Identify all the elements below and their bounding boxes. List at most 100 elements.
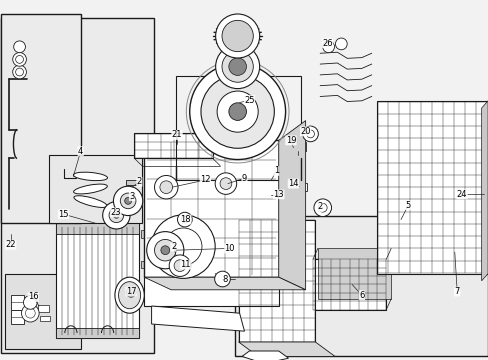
Circle shape <box>124 197 131 204</box>
Circle shape <box>228 58 246 75</box>
Bar <box>5 274 81 349</box>
Polygon shape <box>151 306 244 331</box>
Polygon shape <box>278 121 305 290</box>
Circle shape <box>220 178 231 189</box>
Text: 24: 24 <box>456 190 467 199</box>
Bar <box>11 295 24 310</box>
Text: 25: 25 <box>244 95 254 104</box>
Bar <box>312 259 386 310</box>
Bar <box>376 101 487 274</box>
Text: 2: 2 <box>317 202 322 211</box>
Ellipse shape <box>119 282 141 309</box>
Text: 18: 18 <box>180 215 191 224</box>
Bar <box>410 232 413 251</box>
Bar <box>461 232 464 251</box>
Circle shape <box>302 126 318 142</box>
Bar <box>443 232 446 251</box>
Circle shape <box>335 38 346 50</box>
Text: 2: 2 <box>171 242 176 251</box>
Text: 2: 2 <box>137 177 142 186</box>
Bar <box>107 205 126 211</box>
Bar <box>38 305 49 312</box>
Bar <box>452 232 455 251</box>
Polygon shape <box>144 277 305 290</box>
Text: 17: 17 <box>125 287 136 296</box>
Ellipse shape <box>74 196 107 207</box>
Circle shape <box>177 212 192 227</box>
Bar <box>56 223 139 234</box>
Bar <box>49 155 142 223</box>
Text: 11: 11 <box>180 260 191 269</box>
Bar <box>424 232 427 251</box>
Text: 13: 13 <box>273 190 284 199</box>
Circle shape <box>161 246 169 255</box>
Bar <box>145 220 222 274</box>
Bar <box>176 76 300 180</box>
Text: 15: 15 <box>58 210 69 219</box>
Bar <box>433 232 436 251</box>
Circle shape <box>23 296 37 309</box>
Bar <box>144 140 278 277</box>
Bar <box>277 192 289 199</box>
Circle shape <box>222 51 253 82</box>
Circle shape <box>13 65 26 79</box>
Text: 3: 3 <box>129 192 134 201</box>
Bar <box>211 261 223 268</box>
Circle shape <box>109 208 123 222</box>
Bar <box>134 133 212 158</box>
Bar <box>126 180 138 185</box>
Bar <box>475 232 478 251</box>
Text: 20: 20 <box>300 127 310 136</box>
Text: 1: 1 <box>273 166 278 175</box>
Bar <box>168 253 181 259</box>
Bar <box>1 18 154 353</box>
Circle shape <box>154 175 178 199</box>
Circle shape <box>215 45 259 89</box>
Ellipse shape <box>74 184 107 194</box>
Bar <box>419 232 423 251</box>
Polygon shape <box>481 101 487 281</box>
Text: 10: 10 <box>224 244 235 253</box>
Circle shape <box>228 103 246 120</box>
Text: 4: 4 <box>78 147 83 156</box>
Text: 16: 16 <box>28 292 39 301</box>
Bar <box>401 232 404 251</box>
Text: 14: 14 <box>287 179 298 188</box>
Text: 9: 9 <box>242 174 246 183</box>
Text: 22: 22 <box>5 240 16 249</box>
Bar <box>295 183 306 191</box>
Circle shape <box>222 21 253 51</box>
Circle shape <box>214 271 230 287</box>
Bar <box>56 328 139 338</box>
Bar <box>428 232 431 251</box>
Ellipse shape <box>115 277 144 313</box>
Bar <box>1 14 81 223</box>
Bar <box>406 232 408 251</box>
Text: 23: 23 <box>110 208 121 217</box>
Bar <box>400 230 483 252</box>
Bar <box>456 232 459 251</box>
Circle shape <box>113 186 142 216</box>
Bar <box>141 261 152 268</box>
Circle shape <box>13 53 26 66</box>
Bar <box>238 220 315 342</box>
Text: 12: 12 <box>200 175 210 184</box>
Ellipse shape <box>73 172 107 181</box>
Circle shape <box>14 41 25 53</box>
Circle shape <box>146 231 183 269</box>
Text: 21: 21 <box>171 130 182 139</box>
Bar <box>144 277 278 306</box>
Circle shape <box>120 193 136 209</box>
Text: 26: 26 <box>322 39 332 48</box>
Bar <box>466 232 468 251</box>
Bar <box>288 142 305 151</box>
Text: 19: 19 <box>285 136 296 145</box>
Circle shape <box>126 287 136 297</box>
Circle shape <box>154 239 176 261</box>
Circle shape <box>169 255 190 276</box>
Bar <box>119 190 138 196</box>
Circle shape <box>201 75 274 148</box>
Text: 6: 6 <box>359 291 364 300</box>
Bar <box>141 230 152 238</box>
Bar <box>11 310 24 324</box>
